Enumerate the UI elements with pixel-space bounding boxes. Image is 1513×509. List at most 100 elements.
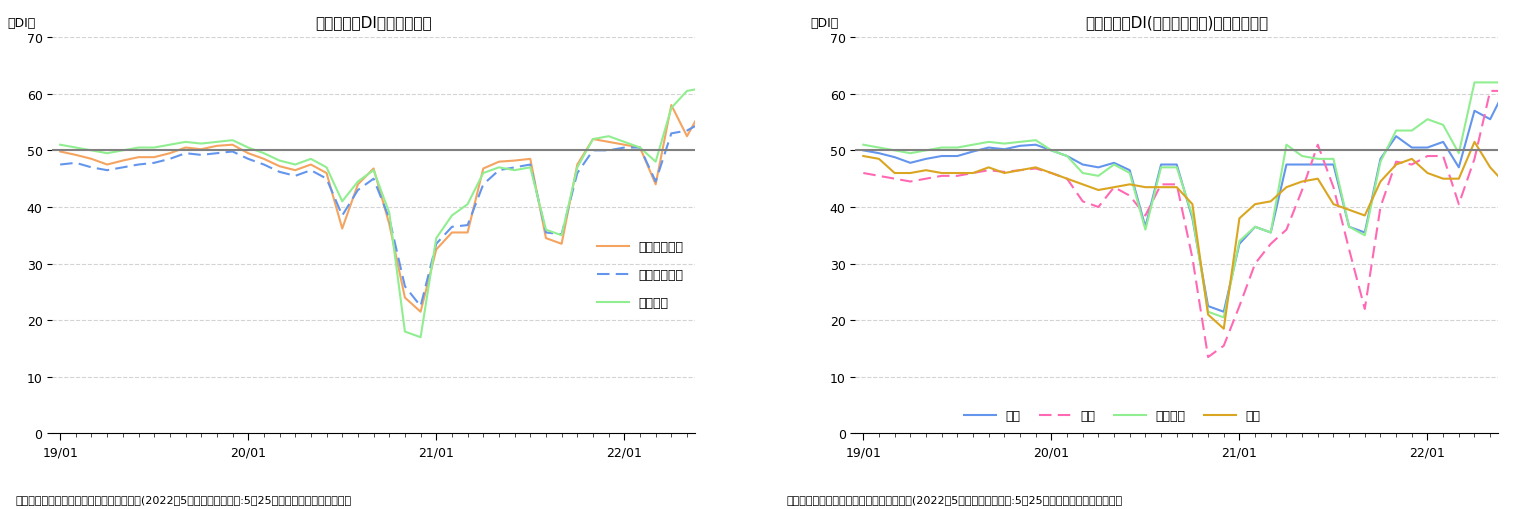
飲食 [949, 174, 967, 180]
飲食 [1042, 171, 1061, 177]
企業動向関連 [427, 241, 445, 247]
企業動向関連 [490, 168, 508, 174]
飲食 [902, 179, 920, 185]
飲食 [1168, 182, 1186, 188]
雇用関連 [412, 334, 430, 341]
小売 [1027, 143, 1045, 149]
飲食 [1387, 159, 1406, 165]
家計動向関連 [286, 168, 304, 174]
サービス [1294, 154, 1312, 160]
住宅 [1294, 179, 1312, 185]
雇用関連 [396, 329, 415, 335]
雇用関連 [239, 145, 257, 151]
小売 [1294, 162, 1312, 168]
Line: 企業動向関連: 企業動向関連 [61, 123, 781, 306]
企業動向関連 [224, 149, 242, 155]
住宅 [996, 171, 1014, 177]
雇用関連 [333, 199, 351, 205]
住宅 [1371, 179, 1389, 185]
家計動向関連 [51, 149, 70, 155]
小売 [1136, 224, 1154, 231]
雇用関連 [98, 151, 117, 157]
小売 [917, 156, 935, 162]
家計動向関連 [98, 162, 117, 168]
小売 [1277, 162, 1295, 168]
企業動向関連 [458, 222, 477, 229]
家計動向関連 [318, 171, 336, 177]
家計動向関連 [710, 148, 728, 154]
サービス [1387, 128, 1406, 134]
サービス [979, 139, 997, 146]
サービス [1277, 143, 1295, 149]
飲食 [870, 174, 888, 180]
雇用関連 [505, 168, 523, 174]
飲食 [1230, 303, 1248, 309]
サービス [1011, 139, 1029, 146]
企業動向関連 [505, 165, 523, 171]
小売 [964, 149, 982, 155]
住宅 [1324, 202, 1342, 208]
企業動向関連 [599, 148, 617, 154]
サービス [1058, 154, 1076, 160]
雇用関連 [177, 139, 195, 146]
雇用関連 [693, 86, 711, 92]
小売 [902, 160, 920, 166]
家計動向関連 [82, 156, 100, 162]
住宅 [885, 171, 903, 177]
雇用関連 [631, 145, 649, 151]
企業動向関連 [631, 145, 649, 151]
サービス [1324, 156, 1342, 162]
Line: 住宅: 住宅 [864, 143, 1513, 329]
サービス [1309, 156, 1327, 162]
住宅 [1309, 176, 1327, 182]
家計動向関連 [756, 145, 775, 151]
小売 [1496, 86, 1513, 92]
雇用関連 [616, 139, 634, 146]
飲食 [1466, 156, 1484, 162]
小売 [1356, 230, 1374, 236]
サービス [1183, 213, 1201, 219]
企業動向関連 [520, 162, 539, 168]
小売 [1324, 162, 1342, 168]
Title: 先行き判断DIの内訳の推移: 先行き判断DIの内訳の推移 [315, 15, 431, 30]
企業動向関連 [160, 156, 179, 162]
Line: 雇用関連: 雇用関連 [61, 89, 781, 337]
サービス [1341, 224, 1359, 231]
住宅 [1215, 326, 1233, 332]
小売 [932, 154, 950, 160]
住宅 [1136, 185, 1154, 191]
飲食 [1058, 176, 1076, 182]
小売 [1341, 224, 1359, 231]
雇用関連 [318, 165, 336, 171]
サービス [1496, 80, 1513, 87]
小売 [1058, 154, 1076, 160]
飲食 [1434, 154, 1452, 160]
サービス [1356, 233, 1374, 239]
サービス [1027, 138, 1045, 144]
飲食 [1011, 168, 1029, 174]
小売 [1151, 162, 1170, 168]
サービス [1198, 309, 1216, 315]
家計動向関連 [239, 151, 257, 157]
飲食 [1104, 185, 1123, 191]
企業動向関連 [130, 162, 148, 168]
小売 [855, 148, 873, 154]
Legend: 小売, 飲食, サービス, 住宅: 小売, 飲食, サービス, 住宅 [959, 405, 1265, 428]
家計動向関連 [772, 139, 790, 146]
サービス [1262, 230, 1280, 236]
サービス [1466, 80, 1484, 87]
家計動向関連 [145, 155, 163, 161]
小売 [1418, 145, 1436, 151]
住宅 [1104, 185, 1123, 191]
企業動向関連 [254, 162, 272, 168]
雇用関連 [740, 159, 758, 165]
サービス [1449, 151, 1468, 157]
家計動向関連 [599, 139, 617, 146]
家計動向関連 [505, 158, 523, 164]
Line: 家計動向関連: 家計動向関連 [61, 106, 781, 312]
企業動向関連 [740, 185, 758, 191]
家計動向関連 [616, 143, 634, 149]
飲食 [932, 174, 950, 180]
雇用関連 [380, 210, 398, 216]
雇用関連 [725, 159, 743, 165]
